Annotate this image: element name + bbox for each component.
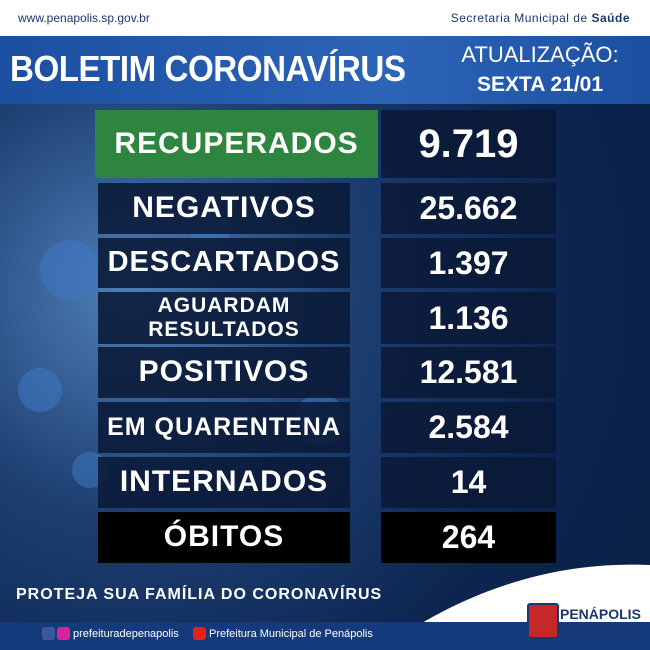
youtube-icon[interactable]	[193, 627, 206, 640]
row-label: NEGATIVOS	[98, 183, 350, 234]
row-label: POSITIVOS	[98, 347, 350, 398]
slogan: PROTEJA SUA FAMÍLIA DO CORONAVÍRUS	[16, 586, 383, 603]
row-value: 2.584	[381, 402, 556, 453]
youtube-channel[interactable]: Prefeitura Municipal de Penápolis	[209, 628, 373, 640]
department-text: Secretaria Municipal de	[450, 11, 588, 25]
update-date: SEXTA 21/01	[476, 73, 604, 96]
row-label: ÓBITOS	[98, 512, 350, 563]
row-value: 264	[381, 512, 556, 563]
logo-name: PENÁPOLIS	[560, 606, 641, 622]
row-label: EM QUARENTENA	[98, 402, 350, 453]
instagram-icon[interactable]	[57, 627, 70, 640]
update-label: ATUALIZAÇÃO:	[461, 42, 619, 67]
row-label: AGUARDAM RESULTADOS	[98, 292, 350, 344]
facebook-icon[interactable]	[42, 627, 55, 640]
logo-subtitle: PREFEITURA MUNICIPAL	[560, 624, 644, 631]
row-label: RECUPERADOS	[95, 110, 378, 178]
row-value: 1.397	[381, 238, 556, 288]
row-value: 25.662	[381, 183, 556, 234]
row-value: 1.136	[381, 292, 556, 344]
title: BOLETIM CORONAVÍRUS	[10, 48, 406, 89]
row-label: INTERNADOS	[98, 457, 350, 508]
banner	[0, 36, 650, 104]
row-value: 14	[381, 457, 556, 508]
row-label: DESCARTADOS	[98, 238, 350, 288]
social-handle[interactable]: prefeituradepenapolis	[73, 628, 179, 640]
department: Secretaria Municipal de Saúde	[451, 11, 630, 25]
row-value: 9.719	[381, 110, 556, 178]
department-bold: Saúde	[591, 11, 630, 25]
row-value: 12.581	[381, 347, 556, 398]
url[interactable]: www.penapolis.sp.gov.br	[18, 11, 150, 25]
logo-crest	[527, 603, 559, 639]
top-bar	[0, 0, 650, 36]
